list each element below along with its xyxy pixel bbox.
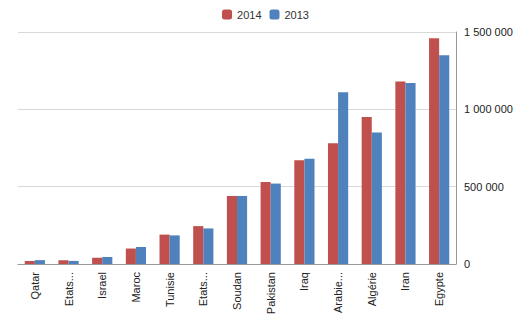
svg-text:Soudan: Soudan — [231, 272, 243, 310]
svg-text:Etats...: Etats... — [63, 272, 75, 306]
svg-text:Pakistan: Pakistan — [265, 272, 277, 314]
svg-text:Iraq: Iraq — [298, 272, 310, 291]
svg-text:Algérie: Algérie — [366, 272, 378, 306]
svg-text:Egypte: Egypte — [433, 272, 445, 306]
svg-text:1 500 000: 1 500 000 — [464, 26, 513, 38]
svg-text:500 000: 500 000 — [464, 181, 504, 193]
svg-text:Arabie...: Arabie... — [332, 272, 344, 313]
svg-text:Maroc: Maroc — [130, 272, 142, 303]
svg-text:Etats...: Etats... — [197, 272, 209, 306]
svg-text:0: 0 — [464, 258, 470, 270]
svg-text:Iran: Iran — [399, 272, 411, 291]
svg-text:2014: 2014 — [237, 9, 261, 21]
svg-text:Qatar: Qatar — [29, 272, 41, 300]
svg-text:1 000 000: 1 000 000 — [464, 103, 513, 115]
svg-text:2013: 2013 — [285, 9, 309, 21]
svg-text:Israel: Israel — [96, 272, 108, 299]
svg-text:Tunisie: Tunisie — [164, 272, 176, 307]
